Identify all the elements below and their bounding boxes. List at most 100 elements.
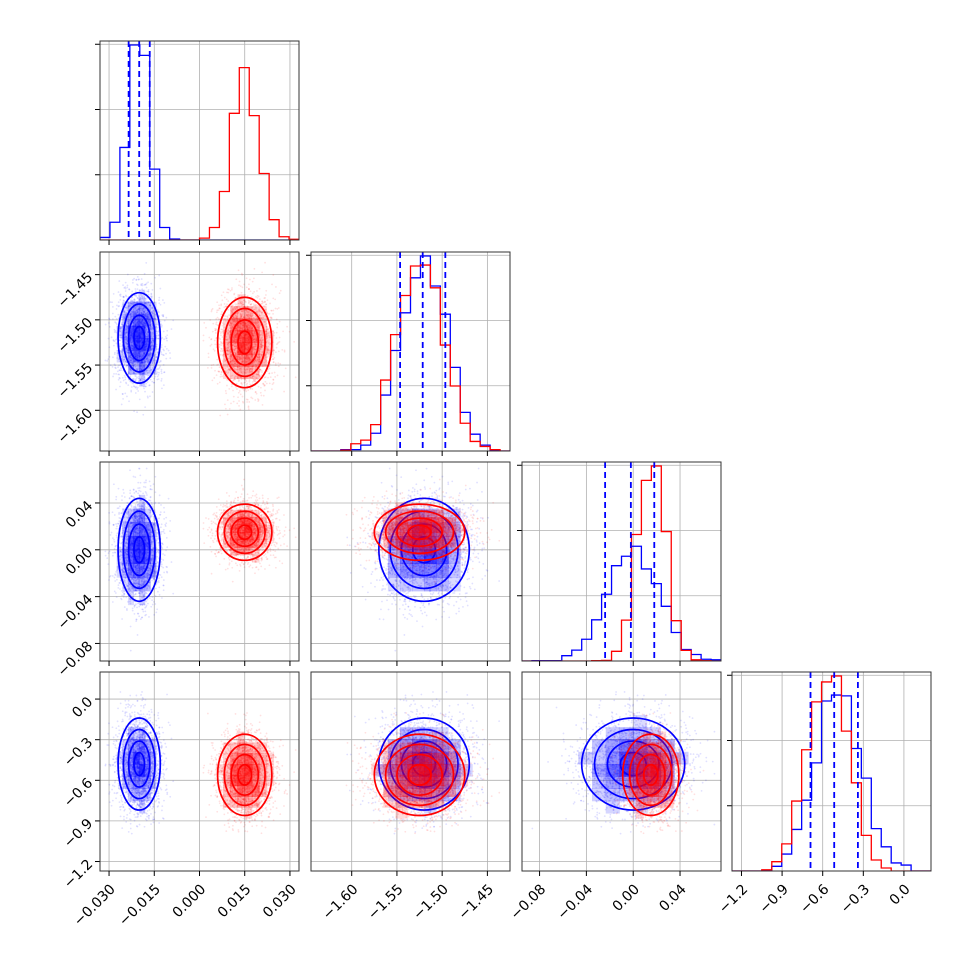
sample-point [210,366,213,369]
sample-point [149,295,152,298]
sample-point [273,356,276,359]
sample-point [145,302,148,305]
sample-point [147,281,149,284]
sample-point [256,398,259,400]
sample-point [149,395,151,398]
sample-point [157,337,160,340]
sample-point [254,380,257,383]
sample-point [131,281,134,284]
sample-point [215,311,218,314]
sample-point [159,359,162,362]
sample-point [119,377,121,380]
sample-point [215,323,217,326]
sample-point [219,307,221,310]
sample-point [220,328,223,331]
sample-point [281,348,284,351]
sample-point [145,369,148,372]
sample-point [275,318,278,321]
sample-point [261,403,264,406]
sample-point [237,396,239,399]
sample-point [255,304,258,307]
sample-point [150,292,153,295]
sample-point [133,372,136,375]
sample-point [227,308,230,311]
sample-point [229,289,232,292]
sample-point [136,367,138,370]
sample-point [136,288,139,291]
sample-point [131,314,134,317]
sample-point [132,357,134,360]
sample-point [208,336,211,339]
sample-point [238,400,240,402]
sample-point [141,297,144,300]
sample-point [132,358,134,361]
sample-point [162,354,165,357]
sample-point [234,296,237,299]
sample-point [144,299,147,302]
sample-point [158,302,161,305]
sample-point [126,331,128,334]
sample-point [133,277,136,280]
sample-point [264,261,266,264]
sample-point [230,385,233,388]
sample-point [220,373,222,376]
sample-point [122,379,125,382]
sample-point [136,296,139,299]
sample-point [126,328,128,331]
sample-point [146,311,149,314]
sample-point [114,367,117,370]
sample-point [146,290,149,293]
sample-point [130,357,133,360]
sample-point [219,375,222,378]
sample-point [147,354,150,357]
sample-point [214,369,216,372]
sample-point [222,291,225,294]
sample-point [122,296,125,299]
sample-point [123,363,126,366]
sample-point [221,348,223,350]
sample-point [111,318,114,320]
sample-point [220,294,223,297]
sample-point [210,310,213,313]
sample-point [138,308,141,311]
sample-point [131,372,134,375]
sample-point [159,287,162,290]
sample-point [131,317,133,320]
sample-point [108,346,111,349]
sample-point [212,363,215,366]
sample-point [117,301,120,304]
sample-point [278,292,281,295]
sample-point [142,378,145,380]
sample-point [123,317,126,320]
sample-point [270,309,273,312]
sample-point [128,288,131,291]
sample-point [259,391,262,394]
sample-point [131,290,134,293]
sample-point [271,283,273,286]
sample-point [271,372,273,374]
sample-point [231,287,233,289]
sample-point [115,331,118,334]
sample-point [126,273,129,276]
sample-point [140,365,142,368]
sample-point [129,359,132,362]
sample-point [149,353,151,356]
density-cell [139,374,146,387]
sample-point [250,303,253,306]
sample-point [107,337,110,340]
sample-point [218,304,220,307]
sample-point [138,309,141,312]
sample-point [122,359,125,362]
panel-content [100,41,299,240]
sample-point [158,299,160,302]
histogram-series-1 [100,66,299,240]
sample-point [113,340,116,343]
sample-point [117,378,120,381]
sample-point [133,298,136,301]
sample-point [217,370,220,373]
sample-point [142,371,145,374]
sample-point [218,381,221,384]
sample-point [131,364,133,367]
sample-point [151,338,154,341]
sample-point [288,330,291,333]
